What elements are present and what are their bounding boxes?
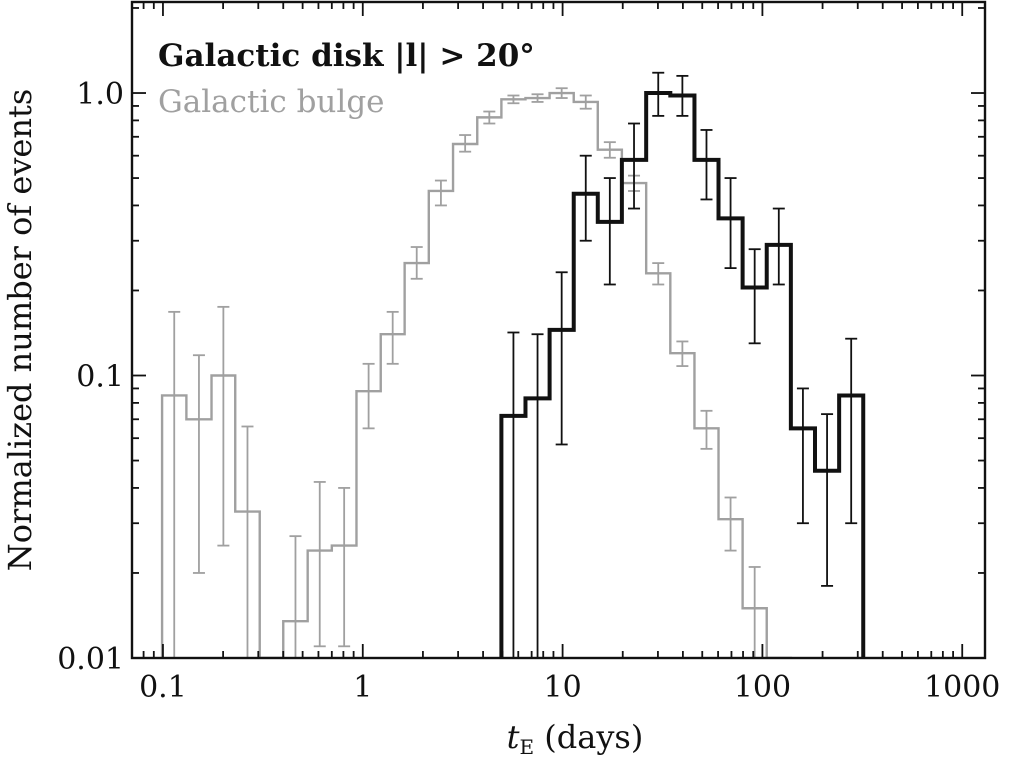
bulge-errorbar [386, 310, 399, 365]
bulge-errorbar [531, 93, 544, 103]
x-tick-label: 10 [543, 670, 581, 705]
disk-errorbar [652, 71, 665, 117]
x-tick-label: 100 [734, 670, 791, 705]
axes-layer [130, 0, 987, 660]
bulge-step-line [160, 91, 793, 658]
bulge-errorbar [241, 425, 254, 658]
bulge-errorbar [289, 535, 302, 658]
y-axis-label: Normalized number of events [1, 89, 39, 571]
disk-errorbar [676, 74, 689, 117]
plot-frame [130, 0, 987, 660]
disk-errorbar [748, 248, 761, 345]
bulge-errorbar [748, 566, 761, 658]
x-tick-label: 0.1 [139, 670, 187, 705]
bulge-errorbar [676, 340, 689, 367]
x-axis-label: tE (days) [507, 718, 644, 759]
disk-errorbar [507, 331, 520, 658]
disk-errorbar [603, 177, 616, 286]
bulge-errorbar [168, 310, 181, 658]
bulge-errorbar [313, 481, 326, 648]
bulge-errorbar [459, 134, 472, 153]
disk-errorbar [772, 207, 785, 286]
x-axis-label-rest: (days) [534, 718, 643, 756]
bulge-errorbar [217, 305, 230, 547]
disk-errorbar [555, 271, 568, 446]
x-ticks [131, 2, 964, 658]
bulge-errorbar [507, 94, 520, 105]
x-axis-label-sub: E [520, 735, 535, 759]
bulge-errorbar [724, 496, 737, 552]
disk-errorbar [700, 129, 713, 201]
plot-area [160, 71, 866, 658]
series-layer [160, 71, 866, 658]
bulge-errorbar [410, 246, 423, 280]
disk-series [499, 71, 866, 658]
x-tick-label: 1000 [924, 670, 1000, 705]
bulge-errorbar [192, 354, 205, 574]
y-tick-label: 0.1 [76, 360, 124, 395]
bulge-errorbar [362, 362, 375, 430]
x-tick-label: 1 [353, 670, 372, 705]
bulge-errorbar [652, 262, 665, 286]
disk-step-line [499, 91, 866, 658]
disk-errorbar [579, 154, 592, 242]
labels-layer: 0.1 1 10 100 1000 0.01 0.1 1.0 [57, 77, 1000, 705]
bulge-errorbar [483, 110, 496, 125]
bulge-series [160, 87, 793, 658]
bulge-errorbar [555, 87, 568, 99]
y-tick-label: 1.0 [76, 77, 124, 112]
disk-errorbar [724, 177, 737, 270]
disk-errorbar [531, 333, 544, 658]
y-tick-label: 0.01 [57, 642, 124, 677]
disk-errorbar [821, 413, 834, 587]
x-axis-label-main: t [507, 718, 520, 756]
legend-disk-label: Galactic disk |l| > 20° [158, 38, 535, 74]
bulge-errorbar [434, 179, 447, 207]
disk-errorbar [628, 122, 641, 210]
bulge-errorbar [700, 409, 713, 450]
legend-bulge-label: Galactic bulge [158, 84, 385, 120]
bulge-errorbar [338, 487, 351, 648]
disk-errorbar [796, 387, 809, 525]
y-ticks [132, 7, 985, 659]
bulge-errorbar [603, 141, 616, 159]
disk-errorbar [845, 337, 858, 525]
bulge-errorbar [579, 94, 592, 110]
